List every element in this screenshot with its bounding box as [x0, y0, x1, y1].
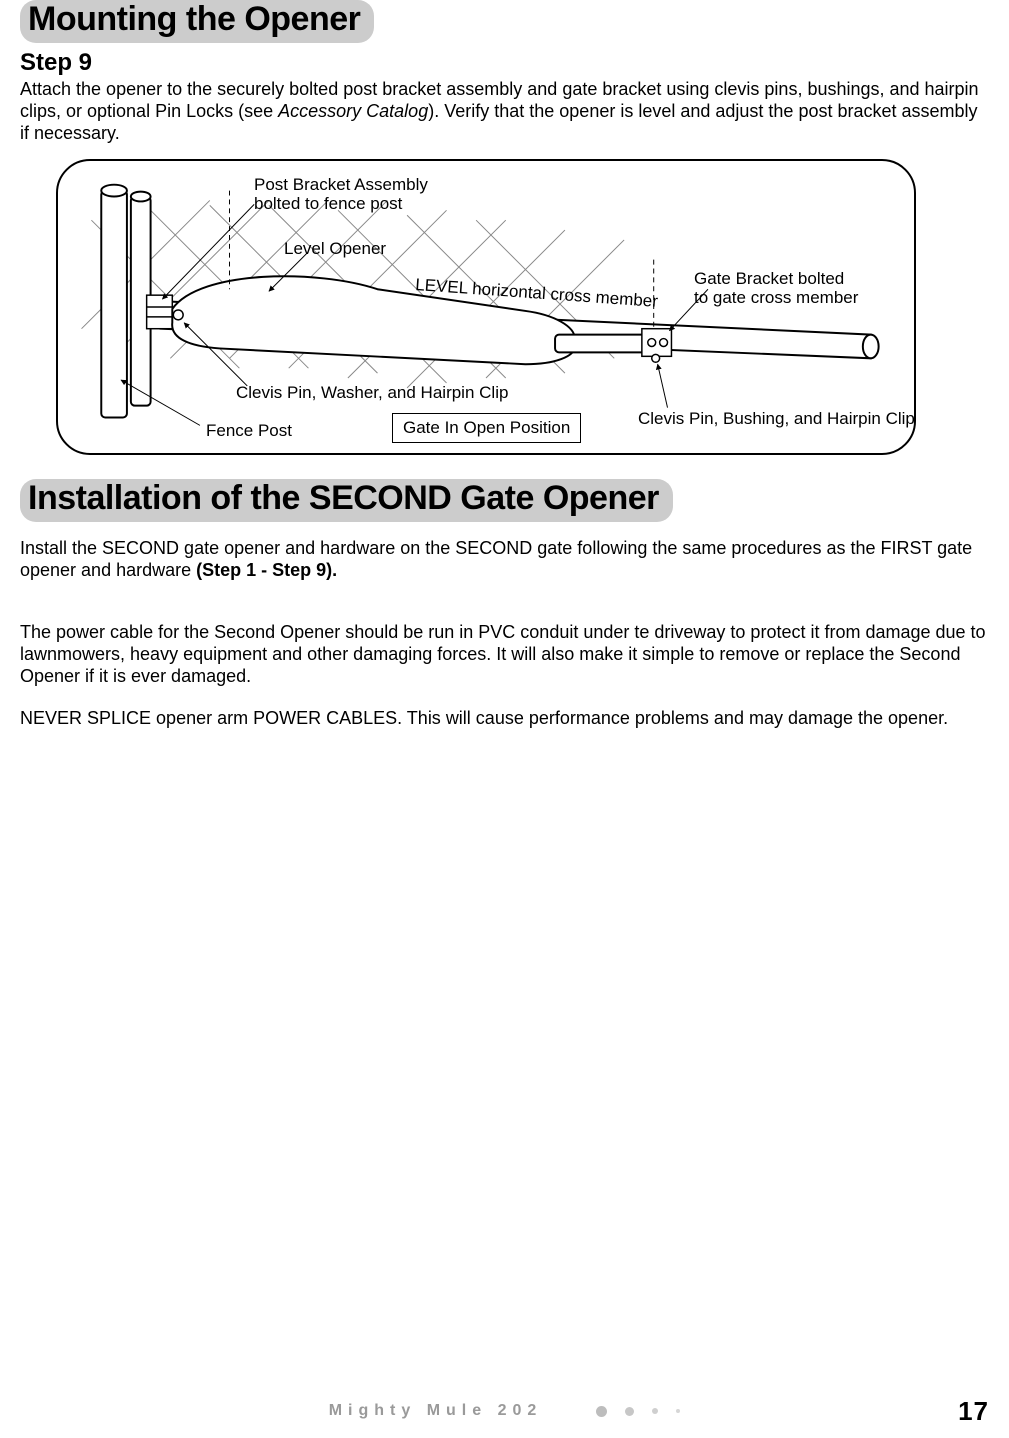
footer-page-number: 17 — [958, 1396, 989, 1427]
step9-body: Attach the opener to the securely bolted… — [20, 79, 989, 145]
clevis-left-icon — [173, 310, 183, 320]
section-header-install: Installation of the SECOND Gate Opener — [20, 479, 673, 522]
dot-icon — [676, 1409, 680, 1413]
label-fence-post: Fence Post — [206, 421, 292, 441]
diagram-frame: Post Bracket Assembly bolted to fence po… — [56, 159, 916, 455]
label-gate-bracket-text: Gate Bracket bolted to gate cross member — [694, 269, 858, 308]
label-clevis-right: Clevis Pin, Bushing, and Hairpin Clip — [638, 409, 915, 429]
leader-clevis-right-icon — [658, 364, 668, 407]
step9-body-italic: Accessory Catalog — [278, 101, 428, 121]
install-p1-bold: (Step 1 - Step 9). — [196, 560, 337, 580]
label-post-bracket-text: Post Bracket Assembly bolted to fence po… — [254, 175, 428, 214]
footer-dots-icon — [596, 1406, 680, 1417]
section-header-mounting-text: Mounting the Opener — [28, 0, 360, 38]
install-p1: Install the SECOND gate opener and hardw… — [20, 538, 989, 582]
section-header-install-text: Installation of the SECOND Gate Opener — [28, 479, 659, 517]
label-level-opener: Level Opener — [284, 239, 386, 259]
page: Mounting the Opener Step 9 Attach the op… — [0, 0, 1009, 1438]
dot-icon — [596, 1406, 607, 1417]
install-p2: The power cable for the Second Opener sh… — [20, 622, 989, 688]
step-title: Step 9 — [20, 49, 989, 77]
dot-icon — [652, 1408, 658, 1414]
footer: Mighty Mule 202 17 — [0, 1402, 1009, 1420]
label-post-bracket: Post Bracket Assembly bolted to fence po… — [254, 175, 428, 214]
install-p3: NEVER SPLICE opener arm POWER CABLES. Th… — [20, 708, 989, 730]
install-section: Installation of the SECOND Gate Opener I… — [20, 479, 989, 730]
label-gate-bracket: Gate Bracket bolted to gate cross member — [694, 269, 858, 308]
gate-bracket-icon — [642, 329, 672, 357]
label-clevis-left: Clevis Pin, Washer, and Hairpin Clip — [236, 383, 508, 403]
footer-product: Mighty Mule 202 — [329, 1402, 543, 1420]
fence-post-icon — [101, 185, 127, 418]
install-body-block: Install the SECOND gate opener and hardw… — [20, 538, 989, 730]
clevis-right-icon — [652, 354, 660, 362]
section-header-mounting: Mounting the Opener — [20, 0, 374, 43]
post-bracket-icon — [147, 295, 173, 329]
install-p1a: Install the SECOND gate opener and hardw… — [20, 538, 972, 580]
dot-icon — [625, 1407, 634, 1416]
label-gate-box: Gate In Open Position — [392, 413, 581, 443]
